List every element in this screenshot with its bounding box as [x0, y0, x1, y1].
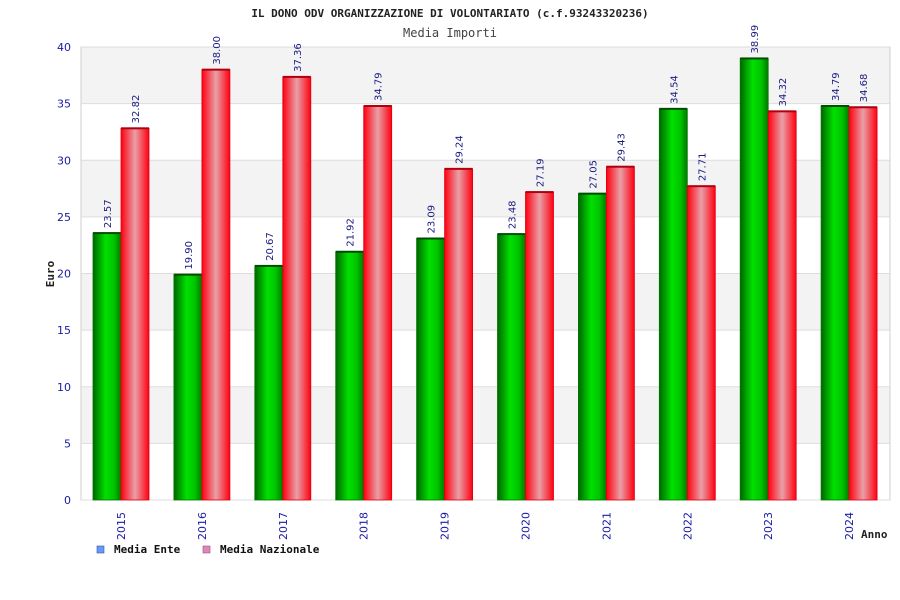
x-tick-label: 2018 — [358, 512, 371, 540]
bar-media-nazionale — [848, 106, 878, 501]
value-label: 23.09 — [427, 205, 438, 234]
x-tick-label: 2016 — [196, 512, 209, 540]
bar-media-nazionale — [282, 76, 312, 501]
bar-media-nazionale-top — [363, 105, 392, 108]
value-label: 29.24 — [455, 135, 466, 164]
value-label: 19.90 — [184, 241, 195, 270]
bar-media-nazionale — [444, 168, 474, 501]
bar-media-ente-top — [416, 237, 445, 240]
y-tick-label: 15 — [57, 324, 71, 337]
y-tick-label: 0 — [64, 494, 71, 507]
bar-media-nazionale — [120, 127, 150, 501]
bar-media-ente-top — [335, 250, 364, 253]
bar-media-ente — [254, 265, 284, 501]
value-label: 37.36 — [293, 43, 304, 72]
bar-media-ente-top — [659, 107, 688, 110]
bar-media-nazionale-top — [606, 165, 635, 168]
y-tick-label: 30 — [57, 154, 71, 167]
bar-media-nazionale — [686, 185, 716, 501]
bar-media-nazionale-top — [444, 167, 473, 170]
bar-media-nazionale-top — [849, 106, 878, 109]
x-tick-label: 2022 — [681, 512, 694, 540]
value-label: 21.92 — [346, 218, 357, 247]
legend-label-nazionale: Media Nazionale — [220, 543, 320, 556]
bar-media-ente — [173, 274, 203, 501]
bar-media-nazionale — [525, 191, 554, 501]
x-tick-label: 2024 — [843, 512, 856, 540]
value-label: 34.68 — [859, 74, 870, 103]
y-tick-label: 25 — [57, 211, 71, 224]
value-label: 34.32 — [778, 78, 789, 107]
y-axis-label: Euro — [44, 260, 57, 287]
bar-media-ente-top — [821, 105, 850, 108]
value-label: 27.05 — [588, 160, 599, 189]
y-axis-ticks: 0 5 10 15 20 25 30 35 40 — [57, 41, 71, 507]
bar-media-nazionale-top — [282, 75, 311, 78]
bar-media-ente — [92, 232, 122, 501]
y-tick-label: 20 — [57, 268, 71, 281]
bar-media-ente — [658, 108, 688, 501]
value-label: 34.79 — [831, 72, 842, 101]
value-label: 23.48 — [508, 200, 519, 229]
bar-media-ente-top — [93, 232, 121, 235]
value-label: 34.54 — [669, 75, 680, 104]
bar-media-nazionale-top — [687, 185, 716, 188]
bar-media-nazionale-top — [525, 191, 554, 194]
bars — [92, 57, 878, 501]
bar-media-ente-top — [173, 273, 202, 276]
x-tick-label: 2021 — [600, 512, 613, 540]
legend-swatch-ente — [96, 545, 105, 554]
bar-media-ente — [335, 251, 365, 501]
bar-media-nazionale — [201, 69, 231, 501]
value-labels: 23.57 32.82 19.90 38.00 20.67 37.36 21.92 34.79… — [103, 25, 870, 270]
y-tick-label: 10 — [57, 381, 71, 394]
x-axis-ticks: 2015 2016 2017 2018 2019 2020 2021 2022 2023 2024 — [115, 512, 856, 540]
x-axis-label: Anno — [861, 528, 888, 541]
value-label: 32.82 — [131, 95, 142, 124]
bar-media-nazionale — [767, 110, 797, 501]
bar-media-ente-top — [254, 264, 283, 267]
legend-label-ente: Media Ente — [114, 543, 181, 556]
bar-media-nazionale-top — [201, 68, 230, 71]
value-label: 38.00 — [212, 36, 223, 65]
x-tick-label: 2017 — [277, 512, 290, 540]
bar-media-ente-top — [578, 192, 607, 195]
bar-media-ente — [497, 233, 526, 501]
value-label: 23.57 — [103, 199, 114, 228]
x-tick-label: 2020 — [520, 512, 533, 540]
bar-media-ente — [578, 193, 607, 501]
x-tick-label: 2015 — [115, 512, 128, 540]
bar-media-ente — [820, 105, 850, 501]
value-label: 27.19 — [536, 158, 547, 187]
x-tick-label: 2023 — [762, 512, 775, 540]
bar-media-ente — [739, 58, 769, 501]
value-label: 34.79 — [374, 72, 385, 101]
bar-media-nazionale — [363, 105, 393, 501]
y-tick-label: 40 — [57, 41, 71, 54]
value-label: 38.99 — [750, 25, 761, 54]
y-tick-label: 35 — [57, 98, 71, 111]
legend-swatch-nazionale — [202, 545, 211, 554]
bar-media-ente — [416, 238, 446, 501]
bar-media-ente-top — [497, 233, 526, 236]
bar-media-nazionale-top — [768, 110, 797, 113]
value-label: 29.43 — [616, 133, 627, 162]
bar-media-ente-top — [740, 57, 769, 60]
y-tick-label: 5 — [64, 437, 71, 450]
bar-media-nazionale-top — [121, 127, 149, 130]
value-label: 20.67 — [265, 232, 276, 261]
x-tick-label: 2019 — [439, 512, 452, 540]
value-label: 27.71 — [697, 153, 708, 182]
chart-title: IL DONO ODV ORGANIZZAZIONE DI VOLONTARIA… — [251, 7, 648, 20]
chart-subtitle: Media Importi — [403, 26, 497, 40]
legend: Media Ente Media Nazionale — [96, 543, 320, 556]
bar-media-nazionale — [606, 166, 635, 501]
